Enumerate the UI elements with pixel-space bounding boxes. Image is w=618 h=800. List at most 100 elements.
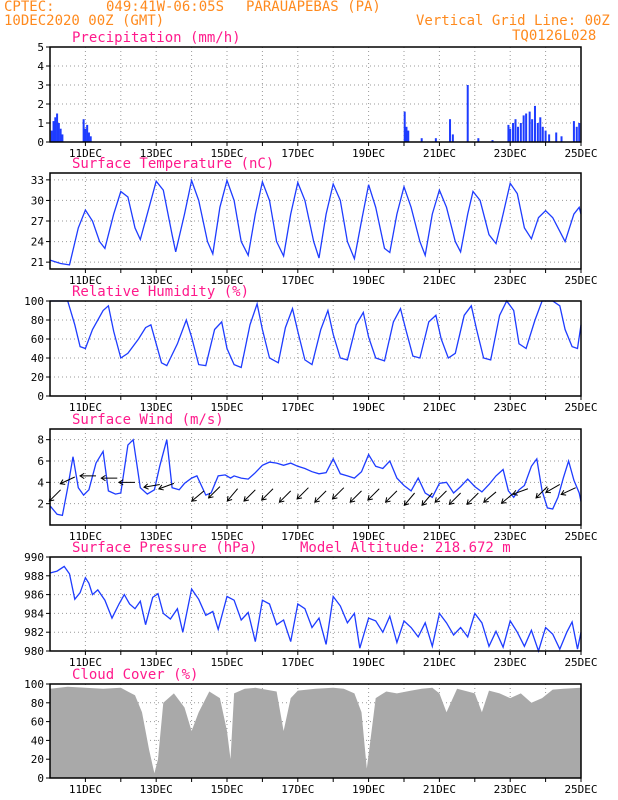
precip-bar	[514, 119, 517, 142]
x-tick-label: 19DEC	[352, 656, 385, 669]
wind-arrow-head	[535, 492, 542, 499]
precip-bar	[528, 111, 531, 142]
x-tick-label: 17DEC	[281, 656, 314, 669]
wind-arrow-head	[448, 499, 455, 505]
cloud-title: Cloud Cover (%)	[72, 667, 198, 683]
y-tick-label: 1	[37, 117, 44, 130]
precip-title: Precipitation (mm/h)	[72, 30, 241, 46]
precip-bar	[533, 105, 536, 142]
x-tick-label: 17DEC	[281, 401, 314, 414]
panel-wind: 2 4 6 8 11DEC 13DEC 15DEC 17DEC 19DEC 21DEC 23DEC 2…	[37, 412, 597, 543]
panel-frame	[49, 46, 582, 143]
precip-bar	[86, 124, 89, 142]
precip-bar	[491, 140, 494, 142]
precip-bar	[560, 136, 563, 142]
x-tick-label: 11DEC	[69, 147, 102, 160]
precip-bar	[531, 119, 534, 142]
precip-bar	[434, 138, 437, 142]
y-tick-label: 24	[31, 236, 45, 249]
y-tick-label: 986	[24, 589, 44, 602]
wind-title: Surface Wind (m/s)	[72, 412, 224, 428]
precip-bar	[466, 85, 469, 142]
precip-bar	[539, 117, 542, 142]
y-tick-label: 6	[37, 455, 44, 468]
precip-bar	[522, 115, 525, 142]
precip-bar	[52, 121, 55, 142]
precip-bar	[548, 134, 551, 142]
x-tick-label: 15DEC	[210, 401, 243, 414]
y-tick-label: 80	[31, 314, 44, 327]
wind-arrow-head	[79, 472, 85, 480]
precip-bar	[544, 130, 547, 142]
x-tick-label: 11DEC	[69, 401, 102, 414]
wind-arrow-head	[157, 484, 164, 491]
precip-bar	[507, 124, 510, 142]
wind-arrow-head	[483, 497, 489, 503]
wind-arrow	[545, 484, 561, 493]
wind-arrow-head	[560, 489, 567, 496]
panel-frame	[49, 300, 582, 397]
precip-bar	[420, 138, 423, 142]
y-tick-label: 4	[37, 60, 44, 73]
y-tick-label: 5	[37, 41, 44, 54]
y-tick-label: 21	[31, 256, 44, 269]
temp-title: Surface Temperature (nC)	[72, 156, 274, 172]
x-tick-label: 17DEC	[281, 530, 314, 543]
wind-arrow	[448, 492, 461, 505]
wind-arrow	[367, 488, 380, 501]
header-coords: 049:41W-06:05S	[106, 0, 225, 15]
x-tick-label: 13DEC	[140, 530, 173, 543]
wind-arrow-head	[403, 500, 410, 506]
x-tick-label: 17DEC	[281, 147, 314, 160]
panel-frame	[49, 556, 582, 652]
press-note: Model Altitude: 218.672 m	[300, 540, 511, 556]
precip-bar	[575, 126, 578, 142]
wind-arrow	[261, 488, 274, 501]
x-tick-label: 15DEC	[210, 656, 243, 669]
precip-bar	[84, 128, 87, 142]
header-model-code: TQ0126L028	[512, 28, 597, 44]
precip-bar	[541, 126, 544, 142]
precip-bar	[405, 126, 408, 142]
x-tick-label: 25DEC	[564, 401, 597, 414]
y-tick-label: 8	[37, 434, 44, 447]
wind-arrow-head	[545, 487, 551, 494]
panel-cloud: 0 20 40 60 80 100 11DEC 13DEC 15DEC 17DEC 19DEC 21D…	[24, 667, 597, 796]
x-tick-label: 25DEC	[564, 530, 597, 543]
x-tick-label: 21DEC	[423, 783, 456, 796]
precip-bar	[578, 123, 581, 142]
panel-frame	[49, 683, 582, 779]
panel-press: 980 982 984 986 988 990 11DEC 13DEC 15DEC 17DEC 19…	[24, 540, 597, 669]
precip-bar	[50, 130, 53, 142]
wind-arrow-head	[226, 495, 233, 502]
x-tick-label: 17DEC	[281, 783, 314, 796]
wind-arrow-head	[191, 496, 197, 502]
precip-bar	[516, 126, 519, 142]
wind-arrow	[243, 489, 256, 502]
y-tick-label: 100	[24, 678, 44, 691]
panel-precip: 0 1 2 3 4 5 11DEC 13DEC 15DEC 17DEC 19DEC 21DEC 23DE…	[37, 30, 597, 160]
wind-arrow-head	[59, 479, 66, 485]
panel-rh: 0 20 40 60 80 100 11DEC 13DEC 15DEC 17DEC 19DEC 21D…	[24, 284, 597, 414]
x-tick-label: 21DEC	[423, 530, 456, 543]
y-tick-label: 80	[31, 697, 44, 710]
x-tick-label: 15DEC	[210, 274, 243, 287]
x-tick-label: 11DEC	[69, 656, 102, 669]
wind-arrow-head	[500, 498, 507, 504]
precip-bar	[555, 132, 558, 142]
wind-arrow-head	[118, 479, 124, 486]
x-tick-label: 13DEC	[140, 401, 173, 414]
precip-bar	[87, 132, 90, 142]
x-tick-label: 15DEC	[210, 147, 243, 160]
x-tick-label: 21DEC	[423, 147, 456, 160]
x-tick-label: 23DEC	[494, 656, 527, 669]
precip-bar	[54, 117, 57, 142]
panel-frame	[49, 428, 582, 526]
x-tick-label: 13DEC	[140, 274, 173, 287]
x-tick-label: 19DEC	[352, 147, 385, 160]
x-tick-label: 21DEC	[423, 401, 456, 414]
precip-bar	[451, 134, 454, 142]
precip-bar	[525, 113, 528, 142]
precip-bar	[56, 113, 59, 142]
wind-arrow-head	[296, 493, 303, 500]
